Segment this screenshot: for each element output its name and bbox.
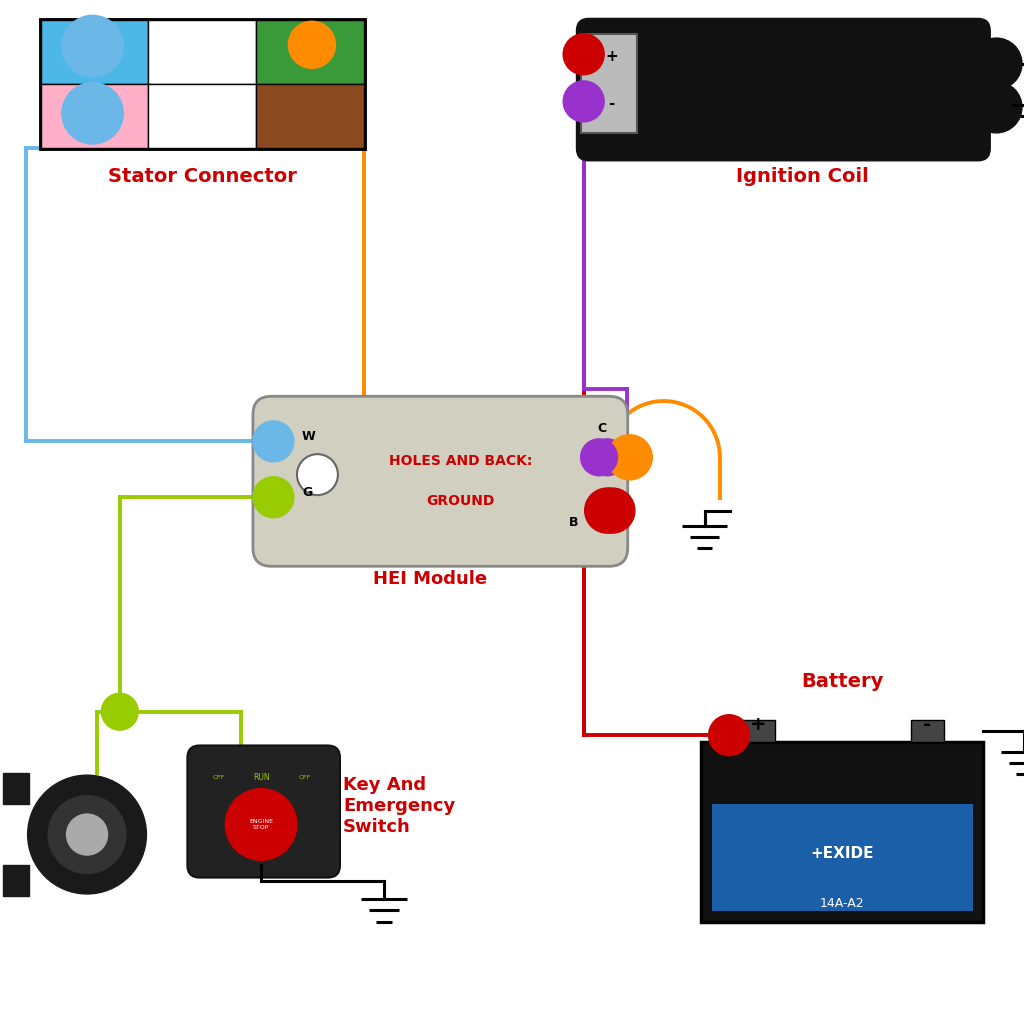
Circle shape xyxy=(289,22,336,69)
Circle shape xyxy=(253,477,294,518)
Bar xyxy=(712,804,973,911)
Bar xyxy=(41,85,148,148)
Text: Ignition Coil: Ignition Coil xyxy=(736,167,869,186)
Bar xyxy=(701,742,983,922)
Circle shape xyxy=(253,421,294,462)
Bar xyxy=(742,720,775,742)
Text: -: - xyxy=(608,96,614,112)
Text: -: - xyxy=(923,715,931,734)
Text: B: B xyxy=(569,516,579,529)
Circle shape xyxy=(589,439,626,476)
Bar xyxy=(973,53,998,74)
FancyBboxPatch shape xyxy=(253,396,628,566)
Circle shape xyxy=(971,82,1022,133)
Bar xyxy=(148,85,256,148)
Text: GROUND: GROUND xyxy=(427,495,495,508)
Text: HEI Module: HEI Module xyxy=(373,570,487,589)
Circle shape xyxy=(28,775,146,894)
Text: +: + xyxy=(605,49,617,65)
Text: Battery: Battery xyxy=(801,672,884,691)
Text: ENGINE
STOP: ENGINE STOP xyxy=(249,819,273,829)
FancyBboxPatch shape xyxy=(577,18,990,161)
Text: OFF: OFF xyxy=(213,774,225,779)
Text: OFF: OFF xyxy=(299,774,310,779)
Text: Key And
Emergency
Switch: Key And Emergency Switch xyxy=(343,776,456,836)
Circle shape xyxy=(709,715,750,756)
Bar xyxy=(41,20,364,148)
Circle shape xyxy=(590,488,635,534)
Circle shape xyxy=(971,38,1022,89)
Circle shape xyxy=(101,693,138,730)
Text: HOLES AND BACK:: HOLES AND BACK: xyxy=(389,455,532,468)
Circle shape xyxy=(225,788,297,860)
Circle shape xyxy=(563,81,604,122)
Circle shape xyxy=(297,455,338,496)
Bar xyxy=(148,20,256,85)
Circle shape xyxy=(607,435,652,480)
FancyBboxPatch shape xyxy=(187,745,340,878)
Circle shape xyxy=(563,34,604,75)
Text: RUN: RUN xyxy=(253,773,269,781)
Circle shape xyxy=(61,15,123,77)
Bar xyxy=(973,97,998,118)
Bar xyxy=(3,865,29,896)
Circle shape xyxy=(67,814,108,855)
Text: C: C xyxy=(598,422,606,435)
Bar xyxy=(41,20,148,85)
Bar xyxy=(256,85,364,148)
Bar xyxy=(3,773,29,804)
Text: 14A-A2: 14A-A2 xyxy=(820,897,864,910)
Bar xyxy=(911,720,944,742)
Text: W: W xyxy=(302,430,315,442)
Circle shape xyxy=(581,439,617,476)
Text: Stator Connector: Stator Connector xyxy=(108,167,297,186)
Text: G: G xyxy=(302,485,312,499)
Circle shape xyxy=(61,83,123,144)
Bar xyxy=(256,20,364,85)
Circle shape xyxy=(585,488,630,534)
Circle shape xyxy=(48,796,126,873)
Bar xyxy=(581,34,637,133)
Text: +EXIDE: +EXIDE xyxy=(810,846,874,861)
Text: +: + xyxy=(750,715,766,734)
